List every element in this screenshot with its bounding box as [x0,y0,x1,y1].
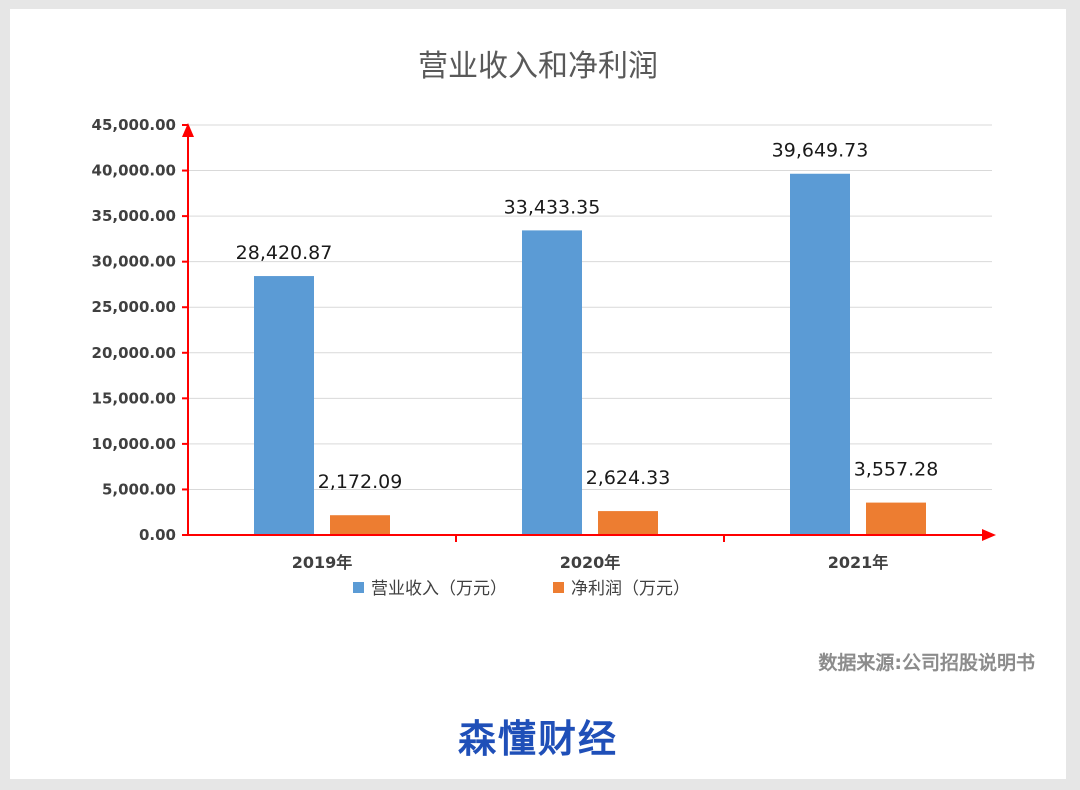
y-tick-label: 25,000.00 [92,298,176,316]
y-tick-label: 45,000.00 [92,116,176,134]
revenue-bar [254,276,314,535]
revenue-data-label: 28,420.87 [236,242,333,264]
legend-swatch-profit [553,582,564,593]
x-tick-label: 2019年 [292,553,353,572]
y-tick-label: 15,000.00 [92,389,176,407]
x-tick-label: 2020年 [560,553,621,572]
profit-data-label: 2,624.33 [586,467,671,489]
revenue-bar [790,173,850,536]
y-tick-label: 20,000.00 [92,344,176,362]
source-note: 数据来源:公司招股说明书 [818,651,1035,674]
y-tick-label: 0.00 [139,526,176,544]
x-tick-label: 2021年 [828,553,889,572]
y-tick-label: 5,000.00 [102,480,176,498]
y-axis-arrow [182,123,194,137]
bar-chart: 营业收入和净利润 0.00 5,000.00 10,000.00 15,000.00 2… [92,49,1035,761]
gridlines [188,124,992,490]
y-tick-label: 35,000.00 [92,207,176,225]
profit-data-label: 2,172.09 [318,471,403,493]
legend: 营业收入（万元） 净利润（万元） [353,579,690,599]
chart-card: 营业收入和净利润 0.00 5,000.00 10,000.00 15,000.00 2… [10,9,1066,779]
chart-title: 营业收入和净利润 [418,49,658,84]
revenue-bar [522,230,582,535]
legend-label-profit: 净利润（万元） [571,579,690,599]
profit-data-label: 3,557.28 [854,459,939,481]
revenue-data-label: 33,433.35 [504,196,601,218]
data-labels: 28,420.87 33,433.35 39,649.73 2,172.09 2,624… [236,140,939,493]
profit-bar [866,502,926,535]
legend-swatch-revenue [353,582,364,593]
profit-bar [598,511,658,535]
y-tick-label: 40,000.00 [92,162,176,180]
bars [254,173,926,536]
y-tick-label: 10,000.00 [92,435,176,453]
legend-label-revenue: 营业收入（万元） [371,579,507,599]
profit-bar [330,515,390,535]
x-axis-ticks: 2019年 2020年 2021年 [292,535,889,572]
y-axis-ticks: 0.00 5,000.00 10,000.00 15,000.00 20,000.00 2… [92,116,188,544]
brand-logo: 森懂财经 [458,717,618,761]
axes [182,123,996,541]
x-axis-arrow [982,529,996,541]
y-tick-label: 30,000.00 [92,253,176,271]
revenue-data-label: 39,649.73 [772,140,869,162]
